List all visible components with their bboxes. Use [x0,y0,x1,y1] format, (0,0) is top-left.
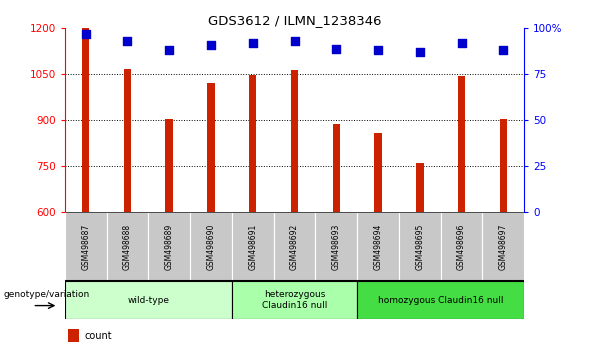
Point [81,31,90,37]
Text: GSM498693: GSM498693 [332,224,341,270]
Bar [107,212,148,281]
Point [415,50,425,55]
Bar [274,212,315,281]
Text: GSM498691: GSM498691 [248,224,257,270]
Title: GDS3612 / ILMN_1238346: GDS3612 / ILMN_1238346 [208,14,381,27]
Bar [65,281,232,319]
Point [332,46,341,51]
Text: GSM498690: GSM498690 [207,224,216,270]
Text: wild-type: wild-type [127,296,169,304]
Bar [207,83,215,212]
Bar [166,119,173,212]
Text: GSM498695: GSM498695 [415,224,424,270]
Text: GSM498687: GSM498687 [81,224,90,270]
Text: GSM498688: GSM498688 [123,224,132,270]
Bar [148,212,190,281]
Bar [399,212,441,281]
Bar [249,75,256,212]
Bar [68,329,78,342]
Text: homozygous Claudin16 null: homozygous Claudin16 null [378,296,504,304]
Text: heterozygous
Claudin16 null: heterozygous Claudin16 null [262,290,327,310]
Bar [190,212,232,281]
Bar [458,75,465,212]
Bar [232,212,274,281]
Bar [65,212,107,281]
Bar [441,212,482,281]
Point [164,47,174,53]
Bar [315,212,357,281]
Bar [499,119,507,212]
Text: GSM498697: GSM498697 [499,224,508,270]
Text: GSM498696: GSM498696 [457,224,466,270]
Text: GSM498692: GSM498692 [290,224,299,270]
Text: genotype/variation: genotype/variation [4,290,90,299]
Bar [374,133,382,212]
Bar [124,69,131,212]
Point [123,38,132,44]
Bar [232,281,357,319]
Point [457,40,466,46]
Text: GSM498694: GSM498694 [373,224,382,270]
Bar [357,281,524,319]
Point [206,42,216,48]
Bar [291,70,298,212]
Bar [333,124,340,212]
Bar [482,212,524,281]
Point [373,47,383,53]
Text: count: count [84,331,112,341]
Bar [82,28,90,212]
Point [248,40,257,46]
Bar [416,163,423,212]
Point [499,47,508,53]
Bar [357,212,399,281]
Point [290,38,299,44]
Text: GSM498689: GSM498689 [165,224,174,270]
